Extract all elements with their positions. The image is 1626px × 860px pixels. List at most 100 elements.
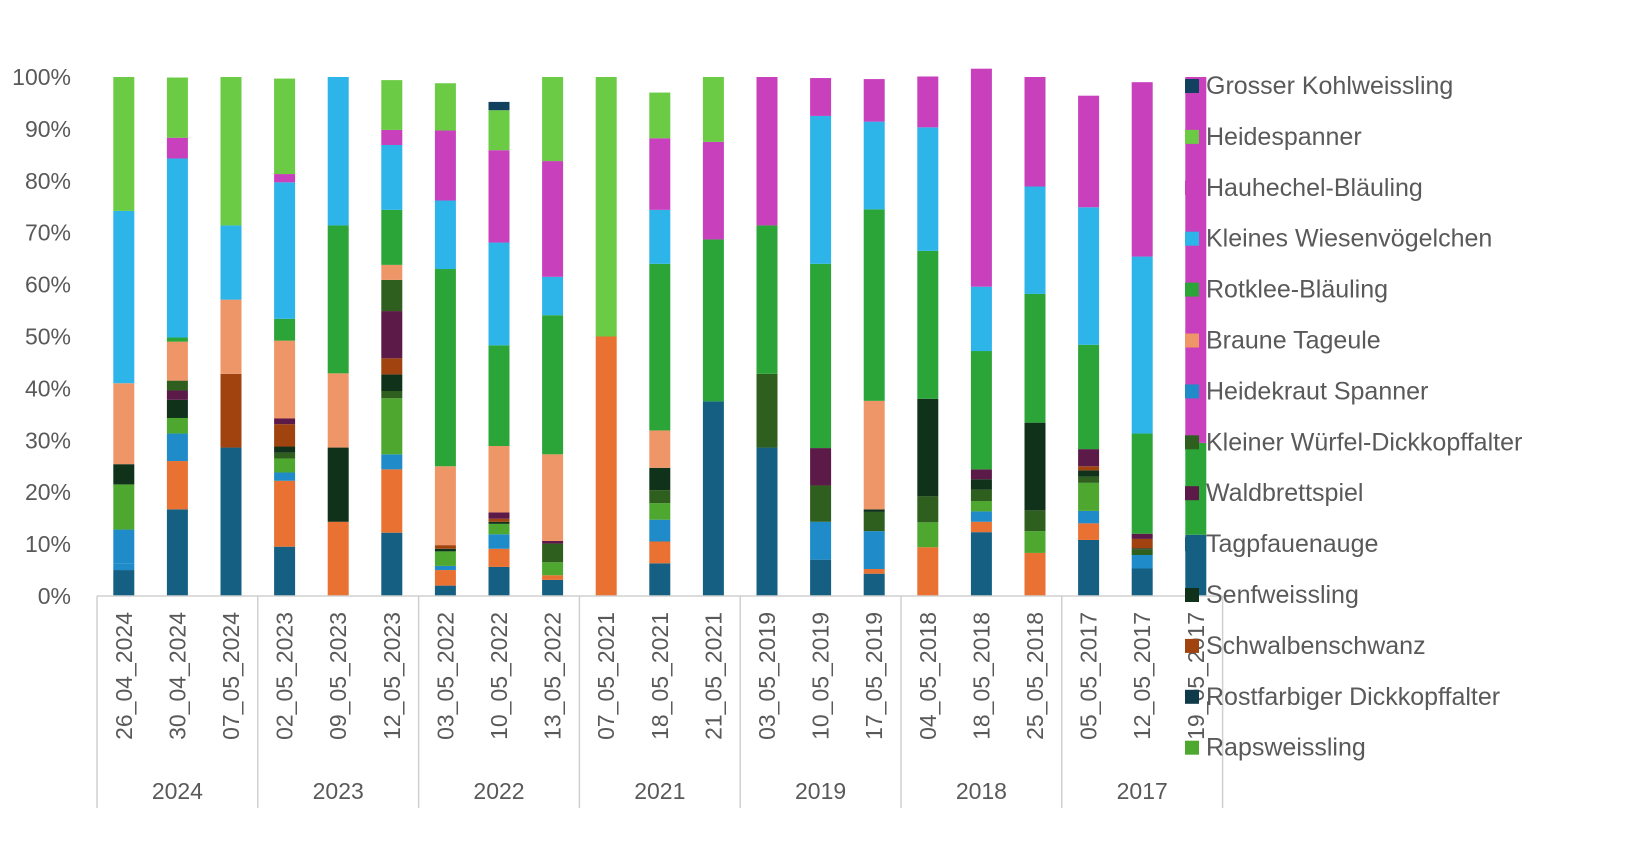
x-axis: 26_04_2024 30_04_2024 07_05_2024 02_05_2023… <box>96 595 1224 808</box>
bar-segment <box>1078 482 1100 511</box>
bar-segment <box>434 570 456 586</box>
bar-segment <box>542 454 564 541</box>
bar-stack <box>595 77 617 596</box>
legend-swatch <box>1185 638 1199 653</box>
bar-segment <box>542 540 564 544</box>
legend-item: Hauhechel-Bläuling <box>1185 174 1423 202</box>
legend-swatch <box>1185 231 1199 246</box>
y-tick-label: 80% <box>25 168 71 194</box>
legend-swatch <box>1185 79 1199 93</box>
x-tick-label: 03_05_2022 <box>432 612 458 740</box>
bar-segment <box>863 569 885 574</box>
bar-segment <box>649 519 671 542</box>
bar-segment <box>434 130 456 201</box>
y-tick-label: 10% <box>25 531 71 557</box>
bar-segment <box>1131 433 1153 534</box>
bar-segment <box>810 521 832 560</box>
bar-segment <box>381 390 403 399</box>
legend-item: Rostfarbiger Dickkopffalter <box>1185 683 1500 711</box>
bar-segment <box>1078 539 1100 596</box>
bar-segment <box>274 446 296 453</box>
bar-segment <box>1024 552 1046 596</box>
bar-stack <box>166 77 188 596</box>
bar-segment <box>649 490 671 504</box>
bar-stack <box>542 77 564 596</box>
x-tick-label: 07_05_2024 <box>218 612 244 740</box>
bar-segment <box>327 521 349 596</box>
bar-segment <box>756 225 778 374</box>
x-tick-label: 17_05_2019 <box>861 612 887 740</box>
x-tick-label: 18_05_2021 <box>647 612 673 740</box>
bar-segment <box>970 286 992 352</box>
bar-segment <box>1131 533 1153 539</box>
bar-segment <box>274 318 296 341</box>
bar-segment <box>917 496 939 523</box>
bar-segment <box>756 373 778 448</box>
legend-item: Tagpfauenauge <box>1185 530 1378 558</box>
bar-segment <box>274 424 296 447</box>
bar-segment <box>274 174 296 183</box>
y-tick-label: 40% <box>25 375 71 401</box>
bar-segment <box>434 83 456 131</box>
legend-label: Kleines Wiesenvögelchen <box>1206 225 1492 253</box>
x-tick-label: 13_05_2022 <box>540 612 566 740</box>
legend-swatch <box>1185 588 1199 602</box>
bar-segment <box>166 337 188 342</box>
bar-segment <box>863 509 885 512</box>
bar-segment <box>488 512 510 519</box>
bar-segment <box>434 551 456 566</box>
bar-segment <box>1078 510 1100 524</box>
bar-segment <box>488 521 510 524</box>
x-tick-label: 04_05_2018 <box>915 612 941 740</box>
bar-segment <box>274 480 296 547</box>
bar-segment <box>542 562 564 576</box>
bar-segment <box>1131 538 1153 549</box>
y-tick-label: 60% <box>25 272 71 298</box>
x-tick-label: 02_05_2023 <box>272 612 298 740</box>
legend-swatch <box>1185 740 1199 755</box>
y-tick-label: 30% <box>25 427 71 453</box>
y-tick-label: 70% <box>25 220 71 246</box>
legend-swatch <box>1185 129 1199 144</box>
bar-segment <box>381 469 403 533</box>
bar-segment <box>1131 568 1153 596</box>
bar-segment <box>970 489 992 502</box>
bar-segment <box>810 263 832 449</box>
bar-segment <box>1185 77 1207 443</box>
bar-segment <box>702 77 724 142</box>
bar-segment <box>113 464 135 485</box>
bar-segment <box>381 129 403 145</box>
bar-segment <box>917 398 939 497</box>
bar-segment <box>810 448 832 486</box>
bar-segment <box>1024 77 1046 187</box>
bar-segment <box>488 446 510 513</box>
x-tick-label: 21_05_2021 <box>700 612 726 740</box>
bar-segment <box>863 209 885 401</box>
bar-segment <box>381 311 403 359</box>
legend-swatch <box>1185 486 1199 501</box>
bar-stack <box>327 77 349 596</box>
legend-label: Heidespanner <box>1206 123 1362 151</box>
group-label: 2017 <box>1117 778 1168 804</box>
bar-segment <box>166 137 188 159</box>
x-tick-label: 07_05_2021 <box>593 612 619 740</box>
bar-segment <box>1131 554 1153 569</box>
bar-segment <box>810 559 832 596</box>
legend-item: Grosser Kohlweissling <box>1185 72 1453 100</box>
bar-segment <box>1024 531 1046 553</box>
bar-segment <box>1024 293 1046 423</box>
bar-stack <box>970 68 992 596</box>
legend-item: Rapsweissling <box>1185 734 1366 762</box>
bar-stack <box>756 77 778 596</box>
bar-segment <box>702 239 724 402</box>
bar-segment <box>434 565 456 571</box>
legend-swatch <box>1185 333 1199 348</box>
bar-segment <box>327 225 349 374</box>
bar-segment <box>166 158 188 338</box>
bar-segment <box>1131 256 1153 434</box>
bar-segment <box>649 209 671 264</box>
bar-segment <box>220 447 242 596</box>
bar-segment <box>1078 95 1100 208</box>
bar-segment <box>220 77 242 226</box>
